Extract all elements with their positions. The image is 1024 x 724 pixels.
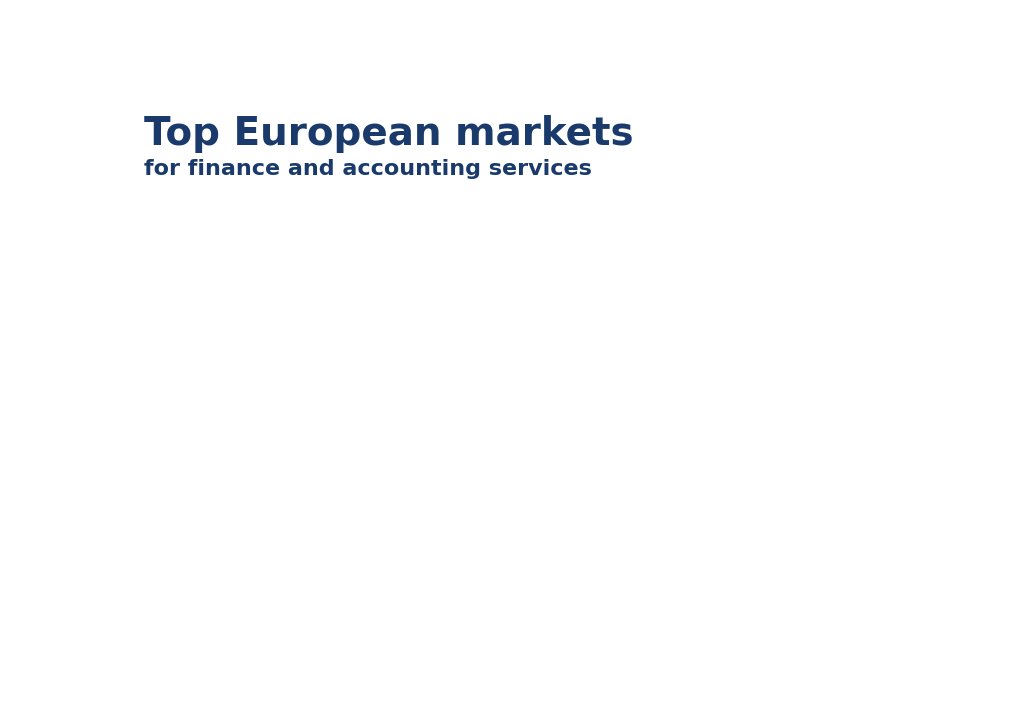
- Text: for finance and accounting services: for finance and accounting services: [143, 159, 592, 180]
- Text: Top European markets: Top European markets: [143, 115, 634, 153]
